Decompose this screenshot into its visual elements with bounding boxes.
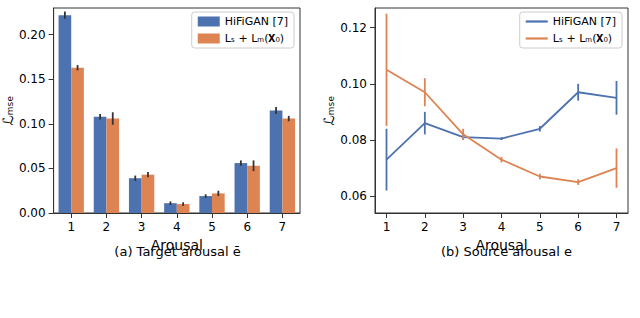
svg-text:ℒₘₛₑ: ℒₘₛₑ [321, 96, 337, 126]
svg-text:0.08: 0.08 [340, 133, 367, 147]
svg-text:Lₛ + Lₘ(𝐗₀): Lₛ + Lₘ(𝐗₀) [225, 32, 284, 45]
svg-text:6: 6 [243, 220, 251, 234]
svg-text:4: 4 [498, 220, 506, 234]
svg-text:0.15: 0.15 [19, 72, 46, 86]
svg-text:4: 4 [173, 220, 181, 234]
svg-text:6: 6 [574, 220, 582, 234]
svg-text:0.12: 0.12 [340, 21, 367, 35]
svg-text:Lₛ + Lₘ(𝐗₀): Lₛ + Lₘ(𝐗₀) [553, 32, 612, 45]
svg-text:0.06: 0.06 [340, 189, 367, 203]
svg-text:1: 1 [383, 220, 391, 234]
svg-text:0.10: 0.10 [19, 117, 46, 131]
svg-text:HiFiGAN [7]: HiFiGAN [7] [225, 15, 288, 28]
svg-text:1: 1 [67, 220, 75, 234]
svg-text:HiFiGAN [7]: HiFiGAN [7] [553, 15, 616, 28]
svg-text:7: 7 [613, 220, 621, 234]
svg-text:2: 2 [103, 220, 111, 234]
svg-text:7: 7 [279, 220, 287, 234]
svg-text:0.20: 0.20 [19, 28, 46, 42]
svg-text:0.05: 0.05 [19, 161, 46, 175]
svg-text:2: 2 [421, 220, 429, 234]
svg-text:5: 5 [208, 220, 216, 234]
svg-text:(a) Target arousal ē: (a) Target arousal ē [114, 244, 240, 259]
svg-text:ℒₘₛₑ: ℒₘₛₑ [0, 96, 16, 126]
svg-text:0.10: 0.10 [340, 77, 367, 91]
svg-text:(b) Source arousal e: (b) Source arousal e [441, 244, 572, 259]
svg-text:0.00: 0.00 [19, 206, 46, 220]
svg-text:3: 3 [138, 220, 146, 234]
svg-text:3: 3 [459, 220, 467, 234]
svg-text:5: 5 [536, 220, 544, 234]
